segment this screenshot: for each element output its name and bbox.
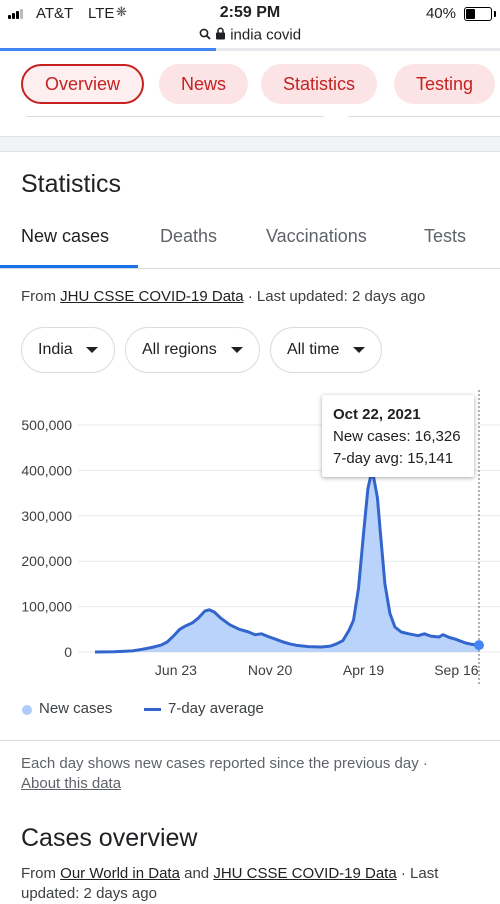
note-separator: · (418, 755, 428, 772)
signal-icon (8, 8, 23, 19)
region-dropdown-label: All regions (142, 341, 217, 358)
source-prefix: From (21, 288, 61, 305)
chip-row: Overview News Statistics Testing (0, 64, 500, 108)
chip-overview[interactable]: Overview (21, 64, 145, 104)
legend-new-cases: New cases (39, 700, 113, 717)
y-tick-label: 100,000 (21, 599, 72, 615)
tab-deaths[interactable]: Deaths (160, 226, 218, 246)
data-source-line: From JHU CSSE COVID-19 Data · Last updat… (21, 288, 425, 305)
source2-and: and (179, 865, 214, 882)
lock-icon (215, 27, 230, 44)
x-tick-label: Sep 16 (434, 662, 479, 678)
chip-statistics[interactable]: Statistics (261, 64, 378, 104)
new-cases-chart[interactable]: 0 100,000 200,000 300,000 400,000 500,000 Jun … (0, 385, 500, 685)
loading-spinner-icon: ❋ (116, 4, 127, 19)
tooltip-date: Oct 22, 2021 (333, 406, 421, 423)
last-updated: · Last updated: 2 days ago (243, 288, 426, 305)
y-tick-label: 300,000 (21, 508, 72, 524)
tooltip-new-cases: New cases: 16,326 (333, 428, 461, 445)
time-range-dropdown-label: All time (287, 341, 340, 358)
chevron-down-icon (86, 347, 98, 353)
battery-icon (464, 7, 496, 21)
chart-tooltip: Oct 22, 2021 New cases: 16,326 7-day avg… (322, 395, 474, 477)
battery-percent: 40% (425, 5, 456, 22)
active-tab-indicator (0, 265, 138, 268)
chevron-down-icon (353, 347, 365, 353)
region-dropdown[interactable]: All regions (125, 327, 260, 373)
chevron-down-icon (231, 347, 243, 353)
legend-average: 7-day average (168, 700, 264, 717)
y-tick-label: 400,000 (21, 462, 72, 478)
y-tick-label: 500,000 (21, 417, 72, 433)
chip-testing[interactable]: Testing (394, 64, 496, 104)
time-range-dropdown[interactable]: All time (270, 327, 382, 373)
new-cases-legend-swatch (22, 705, 32, 715)
previous-card-edge (26, 108, 324, 117)
selected-point-marker (474, 640, 484, 651)
seven-day-average-line (94, 473, 480, 654)
cases-overview-source: From Our World in Data and JHU CSSE COVI… (21, 864, 491, 904)
divider (0, 740, 500, 741)
y-tick-label: 0 (64, 644, 72, 660)
tab-vaccinations[interactable]: Vaccinations (266, 226, 367, 246)
carrier-label: AT&T (36, 5, 74, 22)
status-bar: AT&T LTE ❋ 2:59 PM 40% (0, 0, 500, 28)
tooltip-average: 7-day avg: 15,141 (333, 450, 454, 467)
previous-card-edge (348, 108, 500, 117)
source2-prefix: From (21, 865, 61, 882)
x-tick-label: Apr 19 (343, 662, 384, 678)
stats-tabs: New cases Deaths Vaccinations Tests (0, 222, 500, 269)
new-cases-area (95, 474, 479, 652)
about-data-link[interactable]: About this data (21, 775, 122, 792)
data-note: Each day shows new cases reported since … (21, 754, 481, 794)
average-legend-swatch (144, 708, 161, 711)
section-gap (0, 136, 500, 152)
owid-link[interactable]: Our World in Data (60, 865, 180, 882)
country-dropdown-label: India (38, 341, 73, 358)
search-icon (199, 27, 215, 44)
x-tick-label: Nov 20 (248, 662, 293, 678)
tab-tests[interactable]: Tests (424, 226, 467, 246)
cases-overview-title: Cases overview (21, 824, 198, 852)
country-dropdown[interactable]: India (21, 327, 115, 373)
url-bar[interactable]: india covid (0, 26, 500, 48)
tab-new-cases[interactable]: New cases (21, 226, 110, 246)
clock: 2:59 PM (219, 4, 281, 21)
network-label: LTE (88, 5, 115, 22)
jhu-link[interactable]: JHU CSSE COVID-19 Data (213, 865, 397, 882)
page-load-progress (0, 48, 500, 51)
note-text: Each day shows new cases reported since … (21, 755, 419, 772)
url-text: india covid (230, 26, 302, 44)
y-tick-label: 200,000 (21, 553, 72, 569)
section-title: Statistics (21, 170, 122, 198)
source-link[interactable]: JHU CSSE COVID-19 Data (60, 288, 244, 305)
x-tick-label: Jun 23 (155, 662, 197, 678)
chip-news[interactable]: News (159, 64, 249, 104)
